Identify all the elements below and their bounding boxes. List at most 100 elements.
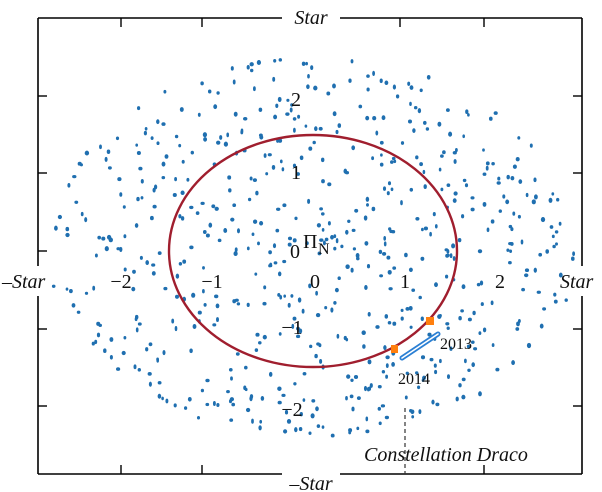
star-dot	[180, 216, 185, 221]
star-dot	[74, 200, 79, 204]
star-dot	[96, 321, 101, 326]
star-dot	[178, 143, 182, 148]
star-dot	[175, 294, 179, 299]
star-dot	[174, 134, 179, 139]
year-2013-label: 2013	[440, 336, 472, 353]
star-dot	[343, 168, 348, 174]
star-dot	[392, 321, 397, 326]
star-dot	[157, 381, 162, 385]
star-dot	[467, 368, 471, 372]
star-dot	[420, 256, 425, 261]
star-dot	[71, 303, 76, 308]
star-dot	[115, 136, 120, 141]
star-dot	[140, 196, 144, 200]
star-dot	[320, 157, 325, 163]
star-dot	[405, 306, 410, 311]
star-dot	[148, 342, 153, 347]
star-dot	[257, 241, 260, 246]
star-dot	[121, 350, 126, 356]
star-dot	[236, 228, 241, 234]
star-dot	[392, 84, 397, 90]
star-dot	[452, 256, 456, 261]
star-dot	[345, 395, 348, 401]
star-dot	[260, 396, 265, 401]
star-dot	[84, 150, 90, 156]
star-dot	[502, 194, 506, 199]
star-dot	[330, 307, 334, 313]
star-dot	[508, 261, 512, 265]
star-dot	[498, 209, 502, 213]
star-dot	[145, 260, 149, 266]
star-dot	[72, 174, 77, 179]
star-dot	[371, 156, 375, 161]
star-dot	[448, 131, 453, 137]
star-dot	[279, 295, 283, 300]
star-dot	[216, 140, 221, 145]
star-dot	[255, 190, 259, 196]
x-tick-label: −1	[201, 271, 222, 293]
star-dot	[552, 244, 556, 249]
star-dot	[536, 290, 541, 294]
x-tick-label: 0	[310, 271, 320, 293]
star-dot	[365, 416, 369, 422]
star-dot	[122, 205, 126, 209]
star-dot	[333, 246, 337, 251]
star-dot	[491, 162, 495, 166]
star-dot	[116, 367, 121, 371]
star-dot	[298, 328, 303, 334]
star-dot	[232, 203, 237, 208]
star-dot	[252, 178, 257, 182]
star-dot	[277, 271, 282, 277]
star-dot	[200, 201, 205, 206]
star-dot	[551, 192, 555, 196]
star-dot	[136, 196, 140, 202]
star-dot	[411, 415, 415, 419]
star-dot	[515, 327, 520, 331]
star-dot	[273, 261, 278, 265]
star-dot	[54, 225, 58, 231]
star-dots	[51, 58, 576, 438]
star-dot	[246, 302, 250, 307]
star-dot	[388, 287, 393, 291]
star-dot	[135, 327, 139, 333]
star-dot	[384, 80, 389, 86]
star-dot	[247, 197, 252, 202]
star-dot	[84, 217, 88, 223]
star-dot	[453, 191, 458, 196]
star-dot	[555, 242, 558, 246]
star-dot	[362, 344, 366, 349]
star-dot	[217, 238, 222, 243]
star-dot	[244, 365, 248, 370]
star-dot	[161, 161, 166, 167]
star-dot	[178, 214, 182, 219]
star-dot	[213, 104, 218, 110]
track-highlight	[401, 333, 439, 359]
star-dot	[178, 261, 183, 266]
star-dot	[350, 378, 354, 382]
star-dot	[305, 241, 309, 246]
star-dot	[173, 403, 177, 408]
star-dot	[299, 412, 303, 417]
star-dot	[200, 388, 205, 393]
star-dot	[275, 228, 280, 233]
star-dot	[426, 74, 431, 80]
star-dot	[400, 308, 404, 313]
star-dot	[137, 322, 142, 326]
star-dot	[479, 280, 484, 286]
star-dot	[216, 403, 220, 407]
star-dot	[363, 215, 368, 221]
star-dot	[107, 166, 112, 170]
star-dot	[446, 326, 450, 330]
star-dot	[510, 176, 515, 181]
star-dot	[461, 214, 465, 219]
star-dot	[335, 238, 339, 244]
star-dot	[223, 141, 229, 147]
star-dot	[506, 248, 510, 252]
star-dot	[351, 145, 356, 151]
star-dot	[440, 154, 444, 158]
star-dot	[372, 70, 376, 76]
star-dot	[197, 112, 201, 117]
star-dot	[347, 219, 351, 223]
star-dot	[214, 206, 219, 211]
star-dot	[205, 378, 210, 383]
